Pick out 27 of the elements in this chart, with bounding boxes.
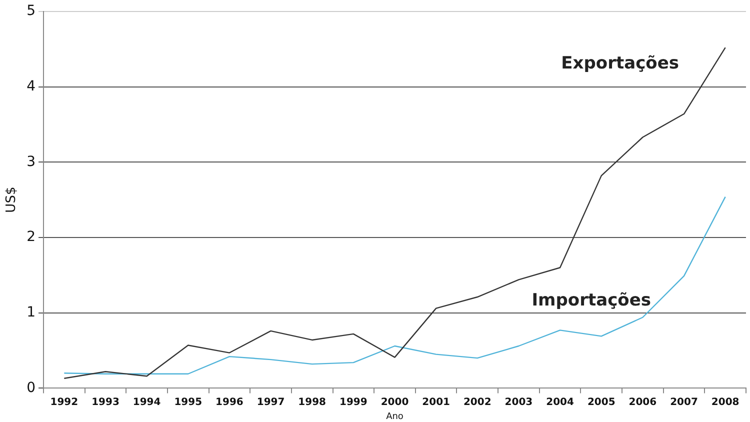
x-tick-label: 1995	[174, 396, 202, 408]
x-tick-label: 2006	[628, 396, 657, 408]
x-tick-label: 1998	[298, 396, 326, 408]
y-axis-title: US$	[4, 186, 20, 213]
y-tick-label: 4	[26, 78, 36, 94]
x-tick-label: 2007	[670, 396, 698, 408]
x-tick-label: 2008	[711, 396, 740, 408]
y-tick-label: 5	[26, 3, 36, 20]
x-tick-label: 1993	[92, 396, 120, 408]
y-tick-label: 3	[26, 154, 36, 170]
series-label: Importações	[532, 290, 652, 311]
x-tick-label: 1999	[340, 396, 368, 408]
x-tick-label: 2001	[422, 396, 450, 408]
x-tick-label: 1997	[256, 396, 285, 408]
x-tick-label: 1994	[132, 396, 161, 408]
series-label: Exportações	[561, 53, 680, 74]
x-tick-label: 2002	[463, 396, 492, 408]
x-tick-label: 1992	[50, 396, 78, 408]
x-axis-title: Ano	[386, 412, 404, 422]
x-tick-label: 1996	[216, 396, 244, 408]
x-tick-label: 2005	[587, 396, 616, 408]
x-tick-label: 2004	[546, 396, 574, 408]
x-tick-label: 2000	[380, 396, 409, 408]
x-tick-label: 2003	[504, 396, 533, 408]
y-tick-label: 2	[26, 229, 36, 246]
y-tick-label: 1	[26, 304, 36, 320]
y-tick-label: 0	[26, 380, 36, 396]
